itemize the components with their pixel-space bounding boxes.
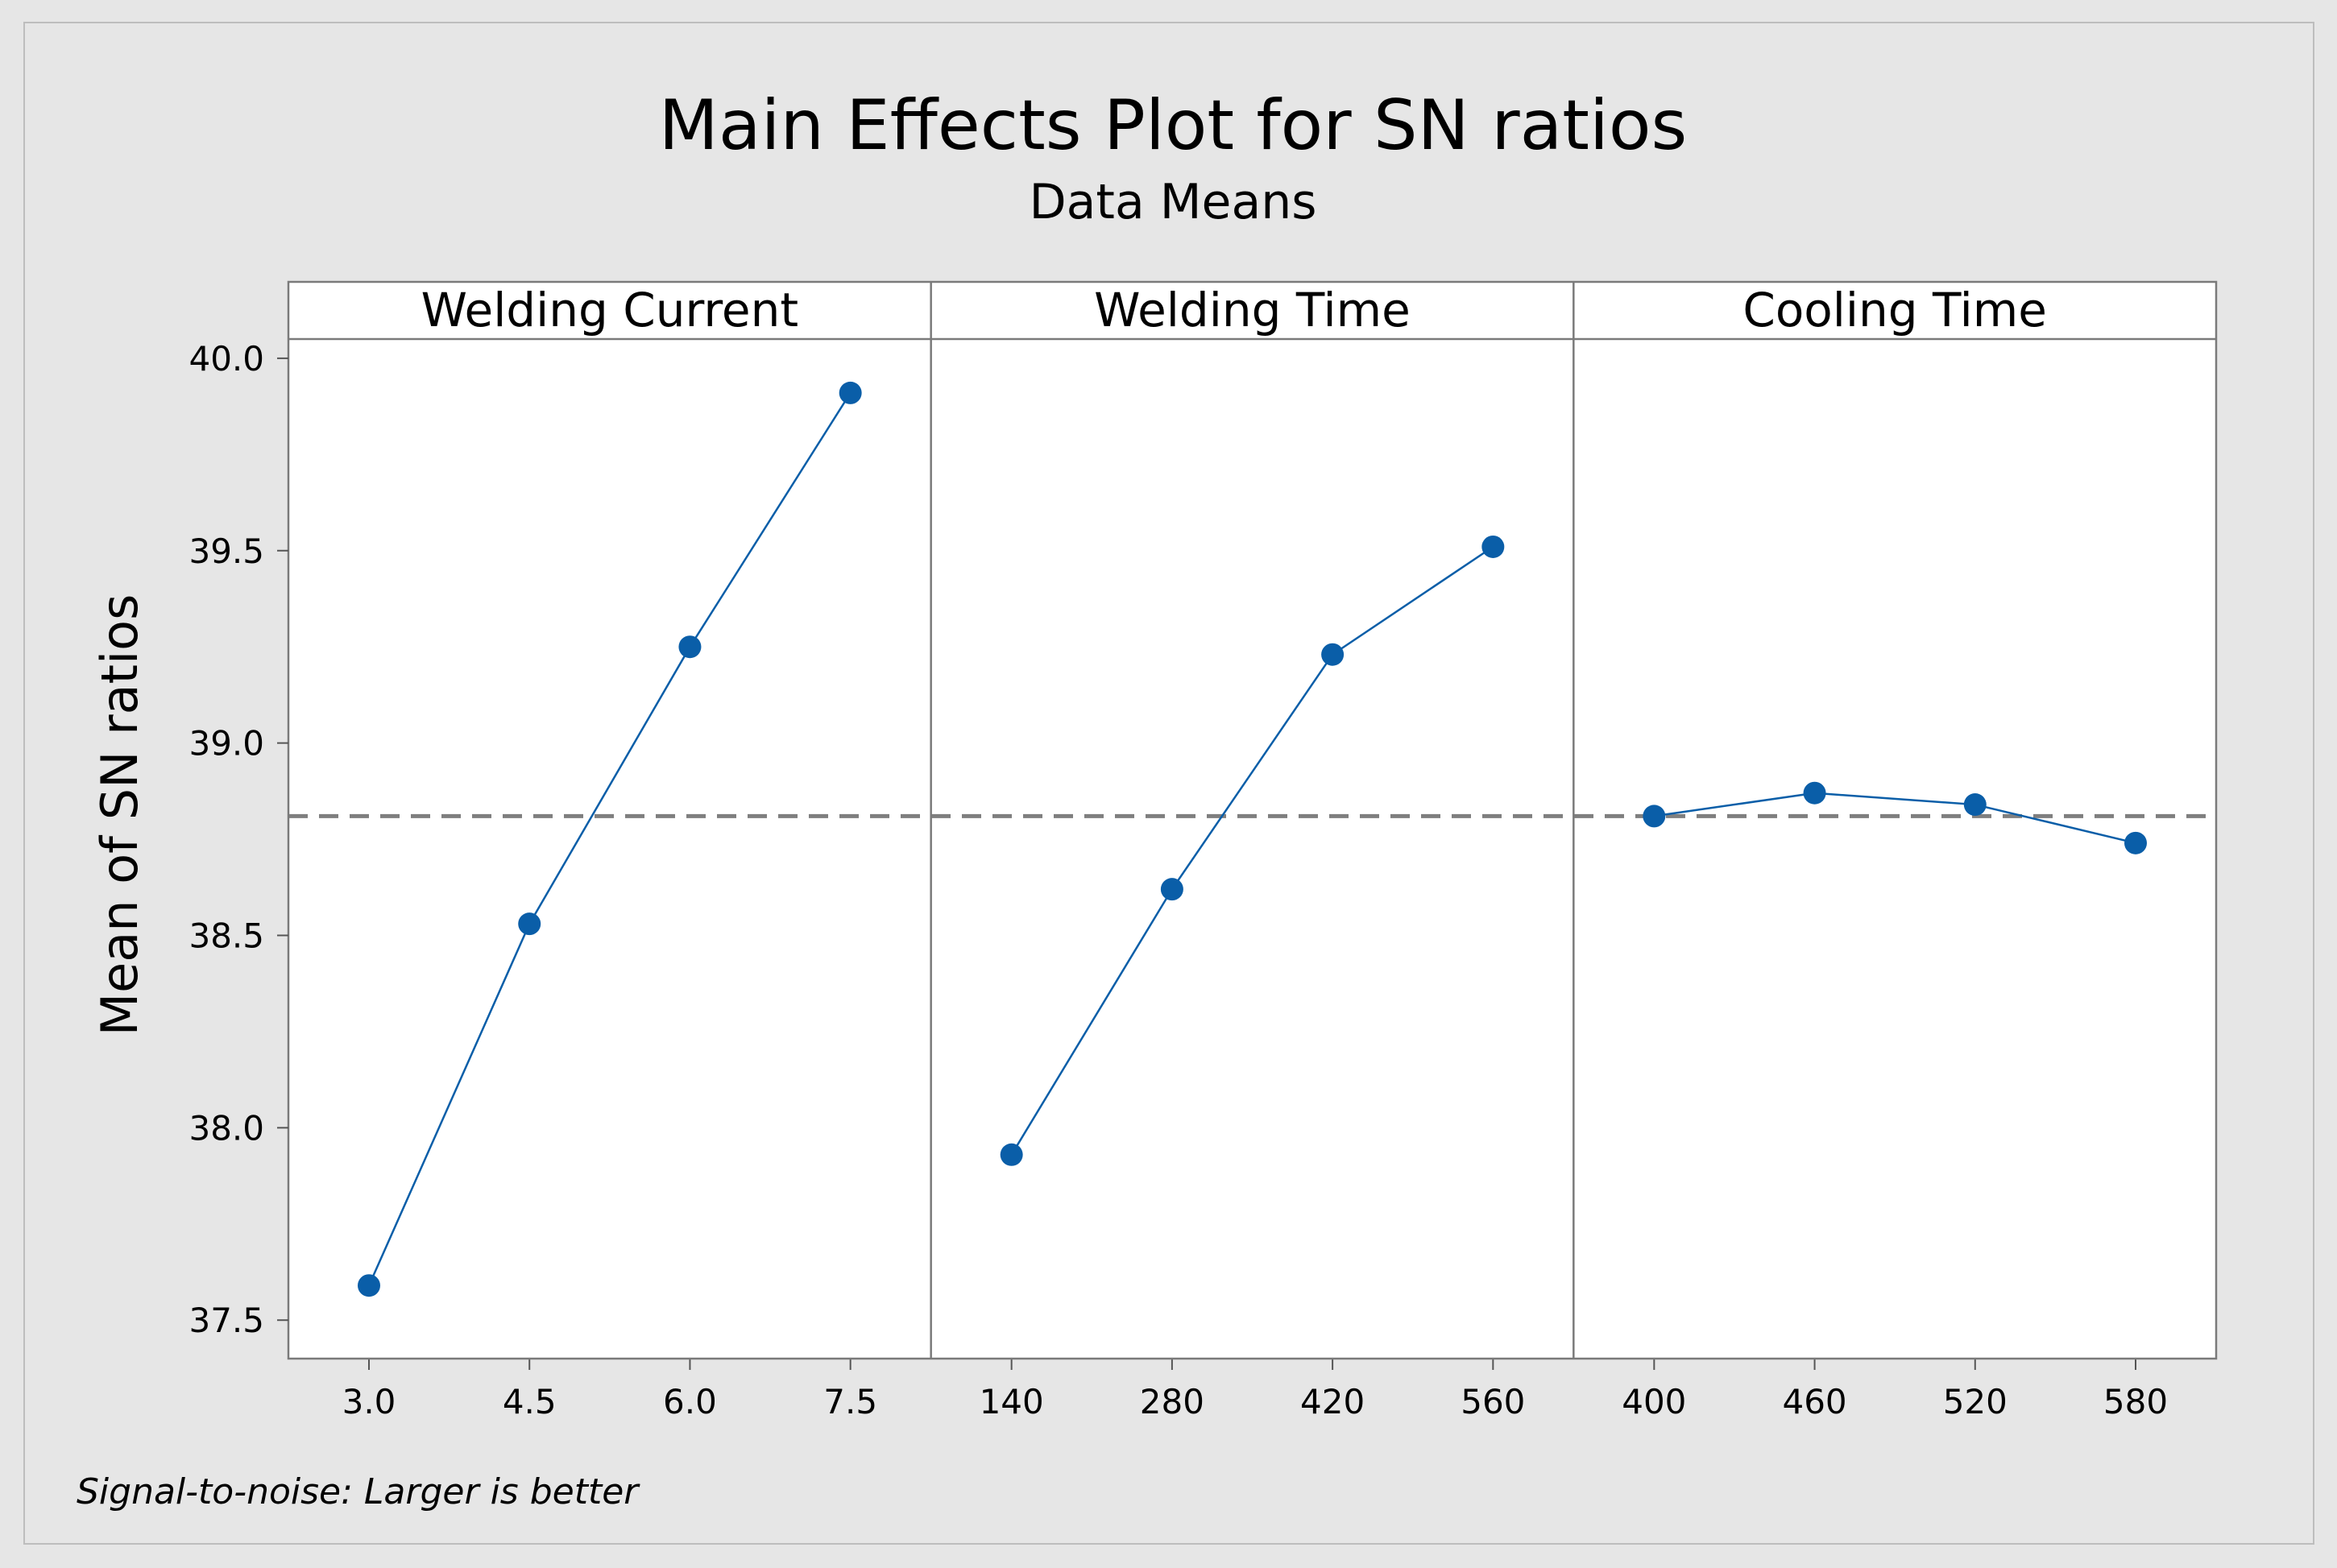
series-line [1010,545,1494,1156]
data-point [1160,878,1183,901]
data-point [2124,831,2147,854]
data-point [518,912,541,936]
y-tick-label: 40.0 [189,339,264,379]
x-tick-label: 460 [1782,1382,1846,1421]
y-tick-label: 39.0 [189,724,264,763]
x-tick-label: 7.5 [823,1382,877,1421]
data-point [358,1274,380,1297]
x-tick-label: 420 [1300,1382,1365,1421]
plot-area: Welding Current 3.0 4.5 6.0 7.5 Welding Time 1… [189,280,2218,1421]
x-tick-label: 280 [1140,1382,1204,1421]
x-tick-label: 140 [980,1382,1044,1421]
data-point [1803,781,1826,805]
x-tick-label: 520 [1943,1382,2008,1421]
chart-subtitle: Data Means [1029,174,1316,230]
y-tick-label: 38.5 [189,916,264,955]
series-line [367,392,852,1286]
data-point [1000,1143,1023,1166]
y-tick-label: 39.5 [189,532,264,571]
data-point [678,635,702,659]
panel-strip-label: Welding Time [1094,283,1411,337]
chart-title: Main Effects Plot for SN ratios [659,85,1688,166]
footnote: Signal-to-noise: Larger is better [77,1471,640,1512]
x-tick-label: 6.0 [663,1382,717,1421]
strip-header-band [288,282,2216,339]
x-tick-label: 400 [1622,1382,1686,1421]
panel-strip-label: Cooling Time [1742,283,2047,337]
data-point [1321,643,1345,666]
y-axis-label: Mean of SN ratios [90,594,149,1036]
plot-panel-background [288,282,2216,1359]
data-point [1481,535,1505,558]
y-tick-label: 38.0 [189,1108,264,1148]
y-tick-label: 37.5 [189,1301,264,1340]
x-tick-label: 560 [1461,1382,1525,1421]
x-tick-label: 4.5 [503,1382,557,1421]
panel-strip-label: Welding Current [421,283,799,337]
data-point [839,381,862,404]
chart-border [23,22,2314,1545]
data-point [1963,793,1987,817]
plot-frame [287,280,2218,1360]
x-tick-label: 580 [2103,1382,2168,1421]
x-tick-label: 3.0 [342,1382,396,1421]
data-point [1643,805,1666,828]
series-line [1654,792,2136,845]
